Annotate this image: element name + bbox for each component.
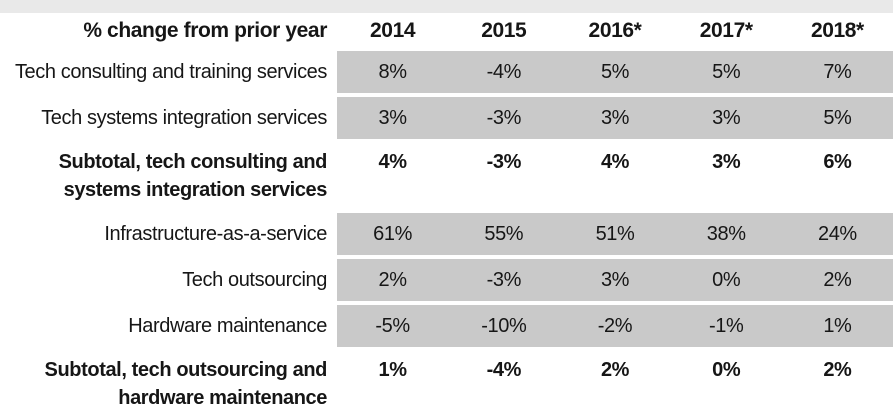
value-cell: 2% xyxy=(781,259,893,301)
value-cell: 2% xyxy=(337,259,449,301)
value-cell: 3% xyxy=(337,97,449,139)
value-cell: 5% xyxy=(781,97,893,139)
value-cell: -4% xyxy=(486,359,522,381)
value-cell: 6% xyxy=(823,151,852,173)
value-cell: -3% xyxy=(448,259,560,301)
value-cell: 3% xyxy=(712,151,741,173)
table-body: Tech consulting and training services 8% -… xyxy=(0,51,893,417)
table-row: Hardware maintenance -5% -10% -2% -1% 1% xyxy=(0,305,893,347)
value-cell: 1% xyxy=(781,305,893,347)
value-cell: 51% xyxy=(559,213,671,255)
value-cell: -3% xyxy=(448,97,560,139)
value-cell: -3% xyxy=(486,151,522,173)
row-label: Infrastructure-as-a-service xyxy=(104,222,327,245)
value-cell: 61% xyxy=(337,213,449,255)
row-label: Tech consulting and training services xyxy=(14,60,327,83)
value-cell: 5% xyxy=(559,51,671,93)
row-label: Subtotal, tech outsourcing and hardware m… xyxy=(0,351,337,417)
row-label-line: Subtotal, tech consulting and xyxy=(58,151,328,173)
value-cell: 8% xyxy=(337,51,449,93)
value-cell: 2% xyxy=(600,359,630,381)
value-cell: 5% xyxy=(670,51,782,93)
value-cell: 3% xyxy=(670,97,782,139)
value-cell: 0% xyxy=(712,359,741,381)
subtotal-row: Subtotal, tech consulting and systems int… xyxy=(0,143,893,209)
row-label-line: hardware maintenance xyxy=(118,387,327,409)
table-row: Tech consulting and training services 8% -… xyxy=(0,51,893,93)
table-title: % change from prior year xyxy=(83,19,327,42)
row-label: Tech systems integration services xyxy=(41,106,327,129)
value-cell: 0% xyxy=(670,259,782,301)
table-row: Tech outsourcing 2% -3% 3% 0% 2% xyxy=(0,259,893,301)
value-cell: 3% xyxy=(559,97,671,139)
value-cell: 4% xyxy=(378,151,408,173)
row-label-line: systems integration services xyxy=(63,179,328,201)
row-label: Tech outsourcing xyxy=(182,268,327,291)
year-header-2016: 2016* xyxy=(588,19,642,42)
row-label: Hardware maintenance xyxy=(128,314,327,337)
value-cell: 3% xyxy=(559,259,671,301)
row-label-line: Subtotal, tech outsourcing and xyxy=(44,359,328,381)
table-row: Tech systems integration services 3% -3% 3%… xyxy=(0,97,893,139)
value-cell: 2% xyxy=(823,359,852,381)
value-cell: 24% xyxy=(781,213,893,255)
row-label: Subtotal, tech consulting and systems int… xyxy=(0,143,337,209)
value-cell: -5% xyxy=(337,305,449,347)
year-header-2015: 2015 xyxy=(481,19,527,42)
top-strip xyxy=(0,0,893,13)
year-header-2017: 2017* xyxy=(699,19,753,42)
value-cell: 1% xyxy=(378,359,408,381)
year-header-2018: 2018* xyxy=(810,19,864,42)
value-cell: 55% xyxy=(448,213,560,255)
subtotal-row: Subtotal, tech outsourcing and hardware m… xyxy=(0,351,893,417)
value-cell: 38% xyxy=(670,213,782,255)
value-cell: -1% xyxy=(670,305,782,347)
year-header-2014: 2014 xyxy=(370,19,416,42)
value-cell: 4% xyxy=(600,151,630,173)
value-cell: -4% xyxy=(448,51,560,93)
value-cell: 7% xyxy=(781,51,893,93)
value-cell: -2% xyxy=(559,305,671,347)
table-row: Infrastructure-as-a-service 61% 55% 51% 38% 2… xyxy=(0,213,893,255)
value-cell: -10% xyxy=(448,305,560,347)
table-header-row: % change from prior year 2014 2015 2016* 20… xyxy=(0,15,893,47)
